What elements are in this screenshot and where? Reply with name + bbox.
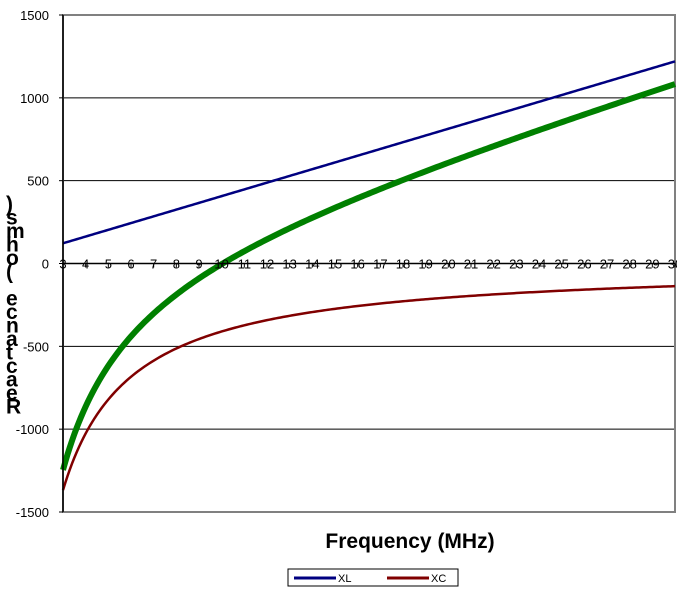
y-axis-title-char: e (6, 288, 18, 311)
y-axis-title-char: a (6, 328, 18, 351)
y-axis-title-char: ) (6, 193, 13, 216)
y-axis-title-char: m (6, 220, 25, 243)
y-tick-label: 500 (27, 174, 49, 189)
y-axis-title-char: t (6, 342, 13, 365)
gridlines (63, 97, 675, 430)
series-line-xl (62, 60, 676, 245)
x-axis-title: Frequency (MHz) (325, 530, 494, 553)
legend-label-xl: XL (338, 573, 351, 585)
y-tick-label: -1000 (16, 422, 49, 437)
y-axis-title-char: s (6, 207, 18, 230)
legend-box (287, 568, 459, 587)
y-tick-label: 1500 (20, 8, 49, 23)
y-tick-label: -1500 (16, 505, 49, 520)
x-tick-labels: 3456789101112131415161718192021222324252… (59, 257, 677, 272)
y-axis-title-char: R (6, 396, 21, 419)
series-line-sum (60, 81, 676, 471)
y-tick-labels: -1500 -1000 -500 0 500 1000 1500 (16, 8, 63, 520)
series-lines (60, 60, 676, 491)
y-axis-title-char: c (6, 355, 18, 378)
y-axis-title-char: e (6, 382, 18, 405)
y-axis-title-char: ( (6, 261, 13, 284)
legend-label-xc: XC (431, 573, 446, 585)
x-tick-label: 30 (668, 257, 677, 272)
y-tick-label: -500 (23, 339, 49, 354)
legend: XL XC (287, 568, 459, 587)
series-line-xc (61, 284, 676, 491)
y-axis-title-char: o (6, 247, 19, 270)
y-tick-label: 0 (42, 257, 49, 272)
y-axis-title-char: n (6, 315, 19, 338)
y-tick-label: 1000 (20, 91, 49, 106)
y-axis-title-char: c (6, 301, 18, 324)
y-axis-title-char: a (6, 369, 18, 392)
y-axis-title-char: h (6, 234, 19, 257)
